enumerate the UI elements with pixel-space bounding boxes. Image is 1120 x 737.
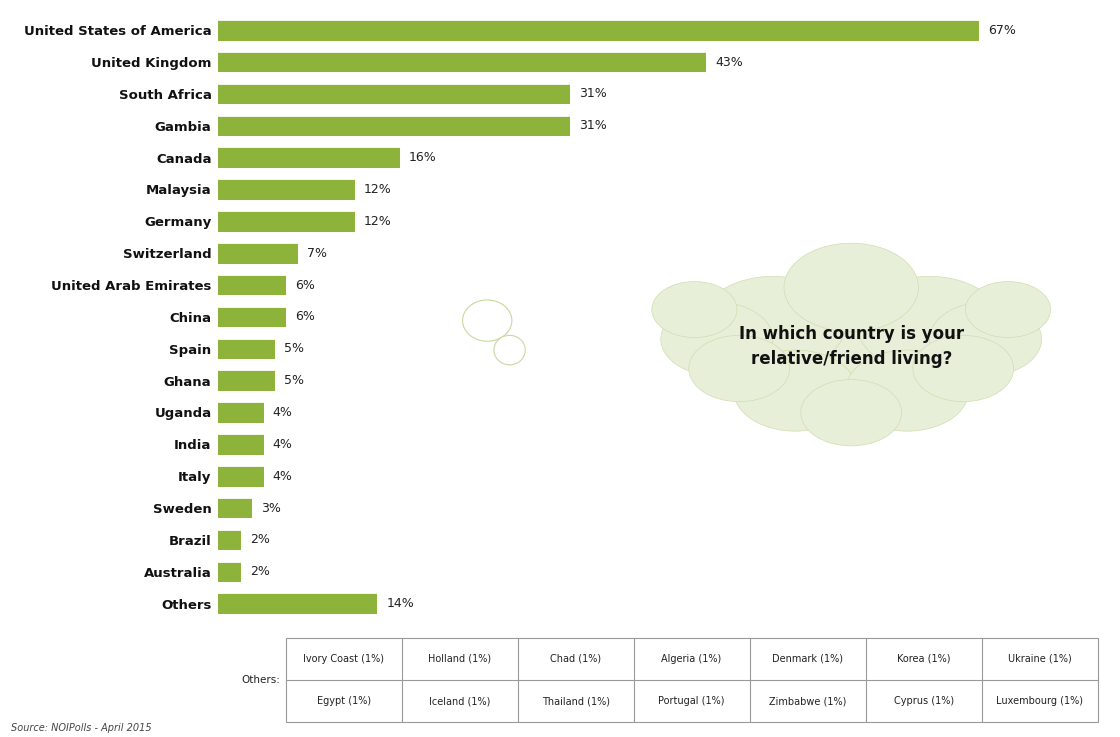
- Text: 31%: 31%: [579, 119, 607, 132]
- Text: 4%: 4%: [273, 469, 292, 483]
- Bar: [218, 211, 355, 231]
- Text: 2%: 2%: [250, 534, 270, 546]
- Bar: [218, 497, 252, 518]
- Text: Luxembourg (1%): Luxembourg (1%): [996, 696, 1083, 706]
- Text: 4%: 4%: [273, 438, 292, 451]
- Bar: [218, 52, 707, 72]
- Text: 5%: 5%: [284, 374, 305, 387]
- Text: 6%: 6%: [296, 310, 316, 324]
- Text: In which country is your
relative/friend living?: In which country is your relative/friend…: [738, 325, 964, 368]
- Text: 43%: 43%: [716, 55, 744, 69]
- Bar: [218, 370, 276, 391]
- Text: Thailand (1%): Thailand (1%): [542, 696, 609, 706]
- Bar: [218, 402, 264, 423]
- Text: Denmark (1%): Denmark (1%): [772, 654, 843, 664]
- Bar: [218, 275, 287, 296]
- Text: Portugal (1%): Portugal (1%): [659, 696, 725, 706]
- Text: 4%: 4%: [273, 406, 292, 419]
- Text: 2%: 2%: [250, 565, 270, 579]
- Text: 16%: 16%: [409, 151, 437, 164]
- Text: Egypt (1%): Egypt (1%): [317, 696, 371, 706]
- Bar: [218, 307, 287, 327]
- Text: Korea (1%): Korea (1%): [897, 654, 951, 664]
- Text: Cyprus (1%): Cyprus (1%): [894, 696, 953, 706]
- Text: Zimbabwe (1%): Zimbabwe (1%): [769, 696, 847, 706]
- Bar: [218, 434, 264, 455]
- Bar: [218, 242, 298, 264]
- Text: 67%: 67%: [988, 24, 1016, 37]
- Text: 7%: 7%: [307, 247, 327, 259]
- Text: Chad (1%): Chad (1%): [550, 654, 601, 664]
- Text: 3%: 3%: [261, 502, 281, 514]
- Bar: [218, 338, 276, 359]
- Bar: [218, 20, 979, 41]
- Text: Iceland (1%): Iceland (1%): [429, 696, 491, 706]
- Bar: [218, 466, 264, 486]
- Text: Ukraine (1%): Ukraine (1%): [1008, 654, 1072, 664]
- Text: 6%: 6%: [296, 279, 316, 292]
- Text: 12%: 12%: [364, 214, 391, 228]
- Text: 12%: 12%: [364, 183, 391, 196]
- Text: 31%: 31%: [579, 88, 607, 100]
- Bar: [218, 116, 570, 136]
- Bar: [218, 562, 241, 582]
- Bar: [218, 530, 241, 551]
- Text: Holland (1%): Holland (1%): [428, 654, 492, 664]
- Bar: [218, 83, 570, 104]
- Bar: [218, 593, 377, 614]
- Text: Ivory Coast (1%): Ivory Coast (1%): [304, 654, 384, 664]
- Text: 5%: 5%: [284, 342, 305, 355]
- Text: Source: NOIPolls - April 2015: Source: NOIPolls - April 2015: [11, 723, 152, 733]
- Bar: [218, 179, 355, 200]
- Text: 14%: 14%: [386, 597, 414, 610]
- Text: Others:: Others:: [241, 675, 280, 685]
- Bar: [218, 147, 400, 168]
- Text: Algeria (1%): Algeria (1%): [662, 654, 721, 664]
